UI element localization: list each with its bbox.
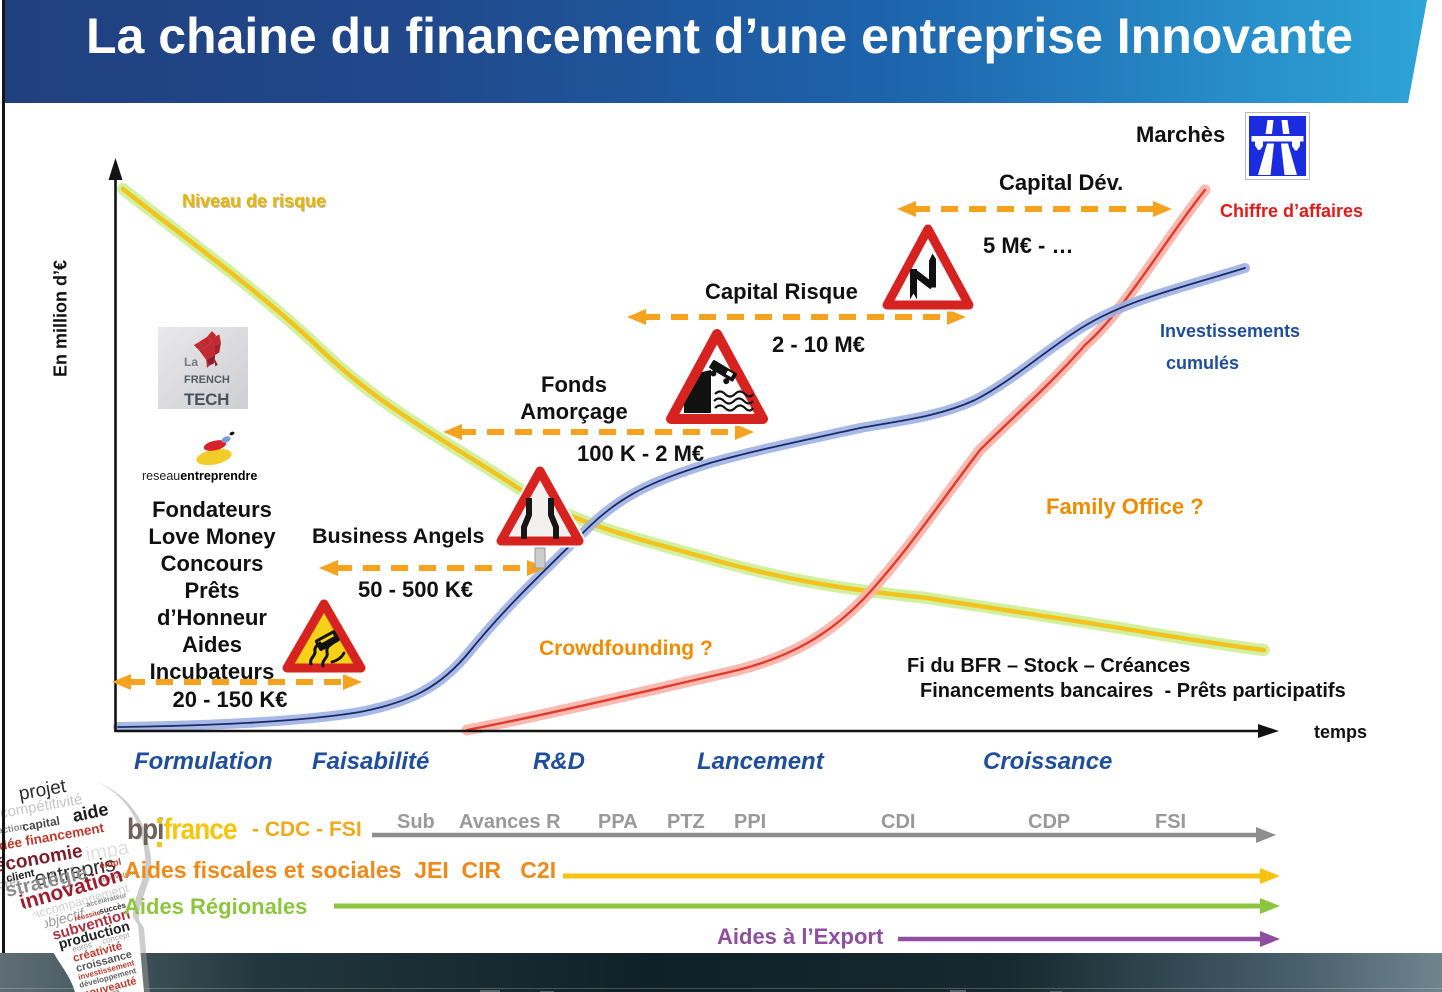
svg-text:La: La	[184, 355, 198, 369]
svg-text:FRENCH: FRENCH	[184, 374, 230, 386]
svg-text:action: action	[0, 821, 26, 837]
svg-text:capital: capital	[21, 814, 61, 834]
svg-text:TECH: TECH	[184, 390, 229, 409]
svg-text:client: client	[5, 867, 36, 885]
svg-text:empl: empl	[98, 857, 122, 872]
svg-text:prêt: prêt	[0, 874, 21, 892]
svg-text:up: up	[103, 984, 122, 992]
svg-text:reseauentreprendre: reseauentreprendre	[142, 469, 257, 483]
